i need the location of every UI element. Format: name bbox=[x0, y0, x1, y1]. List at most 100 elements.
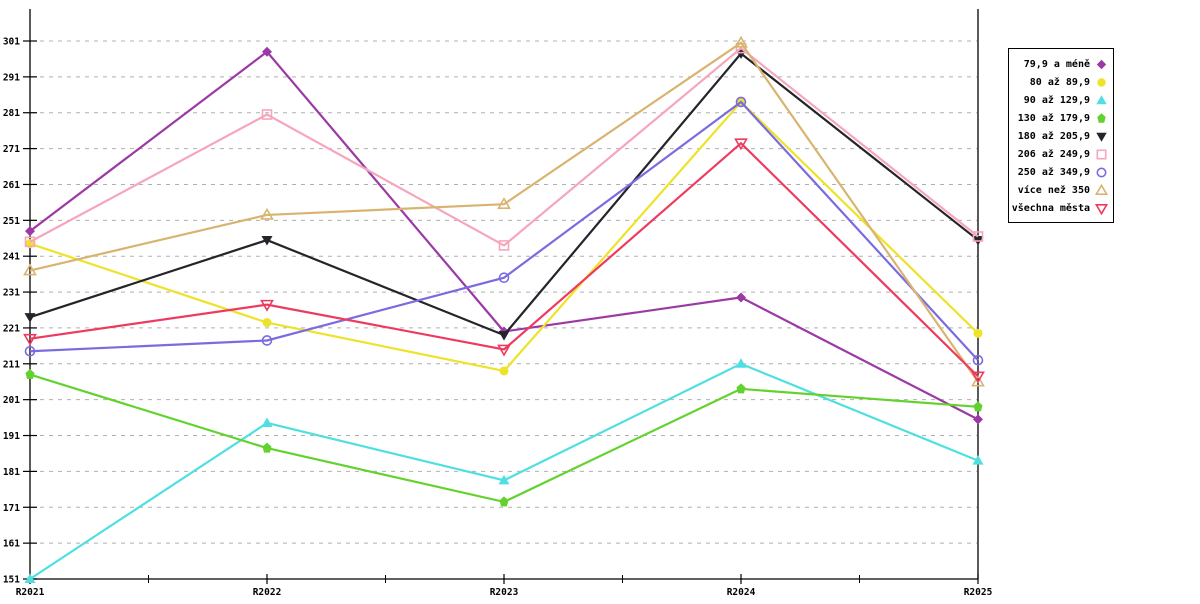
data-point-marker bbox=[973, 401, 983, 412]
data-point-marker bbox=[25, 226, 35, 237]
data-point-marker bbox=[260, 299, 274, 312]
data-point-marker bbox=[1096, 59, 1107, 69]
data-point-marker bbox=[498, 474, 510, 485]
data-point-marker bbox=[736, 383, 746, 394]
data-point-marker bbox=[972, 455, 984, 465]
legend-label: 250 až 349,9 bbox=[1017, 166, 1090, 178]
data-point-marker bbox=[973, 414, 983, 425]
x-tick-label: R2023 bbox=[490, 587, 519, 598]
y-tick-label: 221 bbox=[3, 323, 20, 334]
y-tick-label: 281 bbox=[3, 108, 20, 119]
data-point-marker bbox=[973, 328, 983, 338]
series-line bbox=[29, 141, 979, 378]
legend-marker-icon bbox=[1095, 203, 1108, 215]
legend-marker-icon bbox=[1096, 167, 1107, 177]
data-point-marker bbox=[735, 358, 747, 368]
data-point-marker bbox=[262, 46, 272, 57]
data-point-marker bbox=[971, 374, 985, 387]
y-tick-label: 301 bbox=[3, 37, 20, 48]
data-point-marker bbox=[498, 240, 510, 251]
series-250-a-349-9 bbox=[24, 96, 984, 366]
y-tick-label: 271 bbox=[3, 144, 20, 155]
data-point-marker bbox=[734, 138, 748, 151]
legend-item: 90 až 129,9 bbox=[1012, 91, 1108, 109]
legend-marker-icon bbox=[1097, 77, 1106, 87]
legend-label: všechna města bbox=[1011, 202, 1090, 214]
legend-item: 250 až 349,9 bbox=[1012, 163, 1108, 181]
data-point-marker bbox=[736, 292, 746, 303]
y-tick-label: 171 bbox=[3, 503, 20, 514]
data-point-marker bbox=[1095, 183, 1108, 195]
x-tick-label: R2021 bbox=[16, 587, 45, 598]
data-point-marker bbox=[1096, 94, 1107, 104]
data-point-marker bbox=[262, 318, 272, 328]
y-tick-label: 261 bbox=[3, 180, 20, 191]
series-line bbox=[29, 46, 979, 247]
series-line bbox=[29, 41, 979, 383]
series-90-a-129-9 bbox=[24, 358, 984, 583]
data-point-marker bbox=[261, 109, 273, 120]
legend-label: 180 až 205,9 bbox=[1017, 130, 1090, 142]
legend-item: 206 až 249,9 bbox=[1012, 145, 1108, 163]
data-point-marker bbox=[499, 366, 509, 376]
data-point-marker bbox=[1095, 203, 1108, 215]
legend-label: více než 350 bbox=[1017, 184, 1090, 196]
data-point-marker bbox=[1097, 77, 1106, 87]
data-point-marker bbox=[735, 96, 747, 108]
data-point-marker bbox=[24, 313, 36, 323]
data-point-marker bbox=[261, 417, 273, 427]
series-130-a-179-9 bbox=[25, 369, 983, 507]
y-tick-label: 181 bbox=[3, 467, 20, 478]
legend-item: 180 až 205,9 bbox=[1012, 127, 1108, 145]
series-v-echna-m-sta bbox=[23, 138, 985, 384]
legend-marker-icon bbox=[1096, 148, 1107, 159]
y-tick-label: 231 bbox=[3, 288, 20, 299]
legend-item: všechna města bbox=[1012, 199, 1108, 217]
legend-label: 90 až 129,9 bbox=[1023, 94, 1090, 106]
data-point-marker bbox=[261, 335, 273, 346]
legend-label: 79,9 a méně bbox=[1023, 58, 1090, 70]
data-point-marker bbox=[497, 197, 511, 209]
series-line bbox=[29, 100, 979, 361]
series-v-ce-ne-350 bbox=[23, 35, 985, 387]
data-point-marker bbox=[24, 573, 36, 583]
legend-item: 80 až 89,9 bbox=[1012, 73, 1108, 91]
data-point-marker bbox=[499, 496, 509, 507]
y-tick-label: 201 bbox=[3, 395, 20, 406]
data-point-marker bbox=[261, 236, 273, 246]
data-point-marker bbox=[1096, 167, 1107, 177]
data-point-marker bbox=[1097, 112, 1106, 123]
y-tick-label: 191 bbox=[3, 431, 20, 442]
series-206-a-249-9 bbox=[24, 42, 984, 251]
x-tick-label: R2024 bbox=[727, 587, 756, 598]
legend-marker-icon bbox=[1096, 59, 1107, 69]
data-point-marker bbox=[972, 354, 984, 366]
data-point-marker bbox=[23, 263, 37, 276]
data-point-marker bbox=[498, 272, 510, 284]
y-tick-label: 151 bbox=[3, 575, 20, 586]
x-tick-label: R2025 bbox=[964, 587, 993, 598]
legend-label: 206 až 249,9 bbox=[1017, 148, 1090, 160]
data-point-marker bbox=[497, 344, 511, 357]
legend: 79,9 a méně 80 až 89,9 90 až 129,9 130 až 1… bbox=[1008, 48, 1114, 223]
data-point-marker bbox=[24, 345, 36, 357]
y-tick-label: 161 bbox=[3, 539, 20, 550]
x-tick-label: R2022 bbox=[253, 587, 282, 598]
legend-marker-icon bbox=[1095, 183, 1108, 195]
legend-marker-icon bbox=[1096, 94, 1107, 104]
data-point-marker bbox=[1096, 132, 1107, 142]
y-tick-label: 251 bbox=[3, 216, 20, 227]
y-tick-label: 211 bbox=[3, 359, 20, 370]
data-point-marker bbox=[262, 442, 272, 453]
data-point-marker bbox=[972, 231, 984, 242]
legend-marker-icon bbox=[1097, 112, 1106, 123]
data-point-marker bbox=[498, 331, 510, 341]
data-point-marker bbox=[23, 333, 37, 346]
series-180-a-205-9 bbox=[24, 49, 984, 341]
data-point-marker bbox=[25, 369, 35, 380]
data-point-marker bbox=[260, 207, 274, 220]
legend-item: 130 až 179,9 bbox=[1012, 109, 1108, 127]
data-point-marker bbox=[24, 236, 36, 248]
